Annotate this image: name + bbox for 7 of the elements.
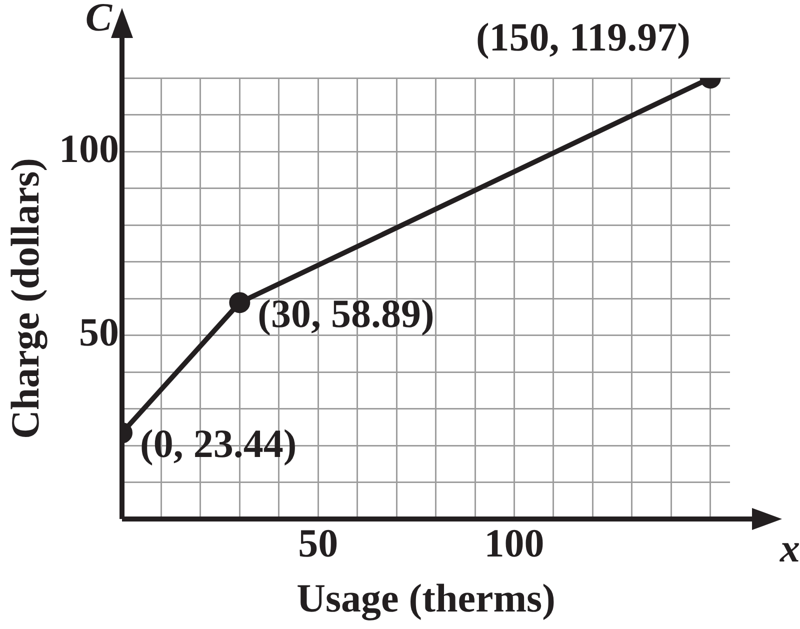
- text: x: [779, 525, 800, 570]
- text: C: [85, 0, 114, 40]
- annotation: (30, 58.89): [258, 290, 434, 336]
- x-axis-title: Usage (therms): [296, 575, 556, 620]
- annotation: (150, 119.97): [476, 14, 690, 60]
- annotation: (0, 23.44): [140, 421, 297, 466]
- y-axis-title: Charge (dollars): [2, 158, 48, 440]
